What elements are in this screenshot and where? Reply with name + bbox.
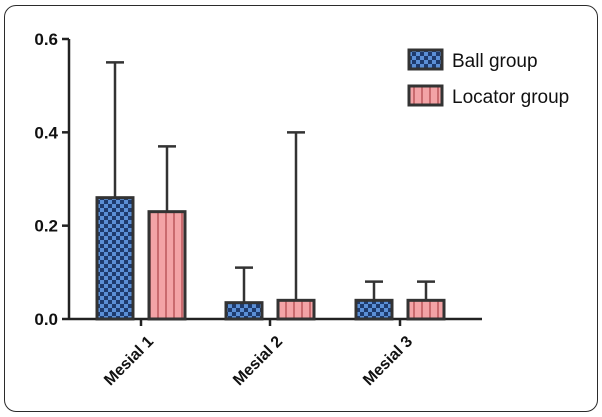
bar-locator-group-mesial-1 (147, 210, 187, 321)
x-tick-label: Mesial 1 (101, 333, 157, 389)
y-tick-label: 0.0 (34, 310, 58, 329)
x-tick-label: Mesial 3 (360, 333, 416, 389)
legend-label: Ball group (452, 51, 538, 72)
legend: Ball group Locator group (407, 48, 569, 108)
x-tick-label: Mesial 2 (230, 333, 286, 389)
bar-locator-group-mesial-2 (276, 298, 316, 321)
bar-ball-group-mesial-1 (95, 196, 135, 321)
bars (95, 196, 446, 321)
bar-ball-group-mesial-3 (354, 298, 394, 321)
error-bars (106, 61, 435, 303)
y-tick-label: 0.2 (34, 217, 58, 236)
bar-ball-group-mesial-2 (224, 301, 264, 321)
y-tick-label: 0.6 (34, 30, 58, 49)
bar-locator-group-mesial-3 (406, 298, 446, 321)
y-tick-label: 0.4 (34, 123, 58, 142)
legend-swatch (407, 48, 444, 71)
legend-swatch (407, 84, 444, 107)
legend-label: Locator group (452, 87, 569, 108)
y-tick-labels: 0.0 0.2 0.4 0.6 (34, 30, 58, 329)
x-tick-labels: Mesial 1 Mesial 2 Mesial 3 (101, 333, 416, 389)
